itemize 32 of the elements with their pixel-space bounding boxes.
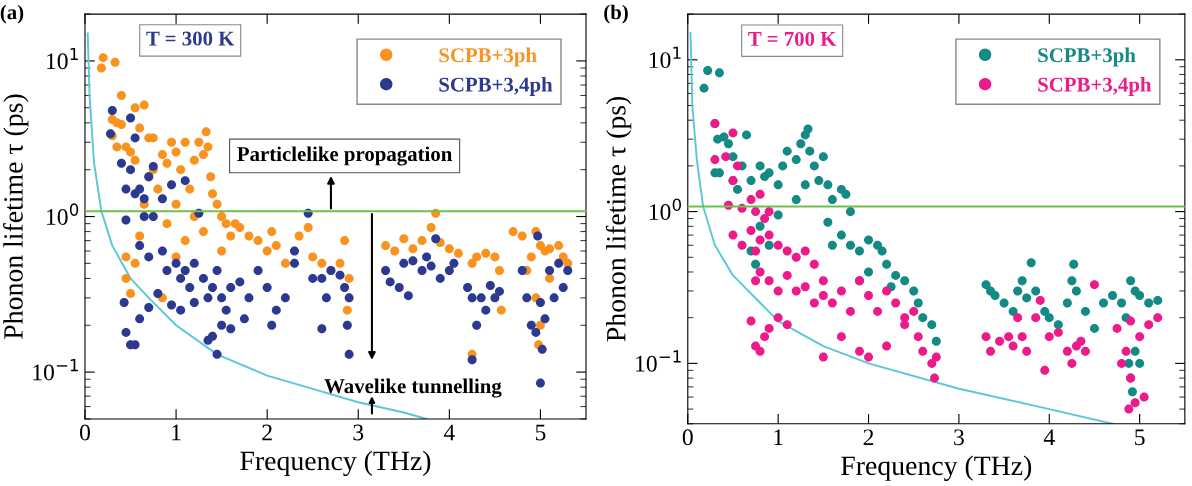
y-tick-label: 10$^{0}$ <box>649 198 681 220</box>
x-tick-label: 4 <box>1043 429 1055 446</box>
legend-label: SCPB+3ph <box>1038 47 1136 67</box>
x-tick-label: 3 <box>353 424 364 441</box>
x-tick-label: 0 <box>682 429 693 446</box>
x-axis-title: Frequency (THz) <box>841 455 1032 481</box>
y-tick-label: 10$^{1}$ <box>649 46 681 69</box>
y-tick-label: 10$^{−1}$ <box>33 359 78 381</box>
annotation: Wavelike tunnelling <box>324 378 502 398</box>
x-tick-label: 2 <box>262 424 272 441</box>
annotation: T = 300 K <box>146 31 235 46</box>
y-axis-title: Phonon lifetime τ (ps) <box>3 94 29 339</box>
x-tick-label: 1 <box>172 424 181 441</box>
x-tick-label: 4 <box>443 424 455 441</box>
legend-label: SCPB+3,4ph <box>439 76 553 96</box>
x-tick-label: 5 <box>1135 429 1145 446</box>
x-axis-title: Frequency (THz) <box>240 450 431 477</box>
y-tick-label: 10$^{1}$ <box>47 47 78 70</box>
annotation: Particlelike propagation <box>237 146 453 166</box>
x-tick-label: 2 <box>863 429 874 446</box>
chart-title: (b) <box>604 4 628 24</box>
legend-label: SCPB+3,4ph <box>1038 76 1152 96</box>
y-tick-label: 10$^{−1}$ <box>636 350 681 372</box>
y-tick-label: 10$^{0}$ <box>47 203 79 225</box>
x-tick-label: 3 <box>954 429 964 446</box>
x-tick-label: 5 <box>535 424 546 441</box>
annotation: T = 700 K <box>748 31 837 46</box>
x-tick-label: 1 <box>774 429 783 446</box>
legend-label: SCPB+3ph <box>439 47 537 67</box>
chart-title: (a) <box>0 4 24 24</box>
x-tick-label: 0 <box>79 424 90 441</box>
y-axis-title: Phonon lifetime τ (ps) <box>605 96 632 342</box>
